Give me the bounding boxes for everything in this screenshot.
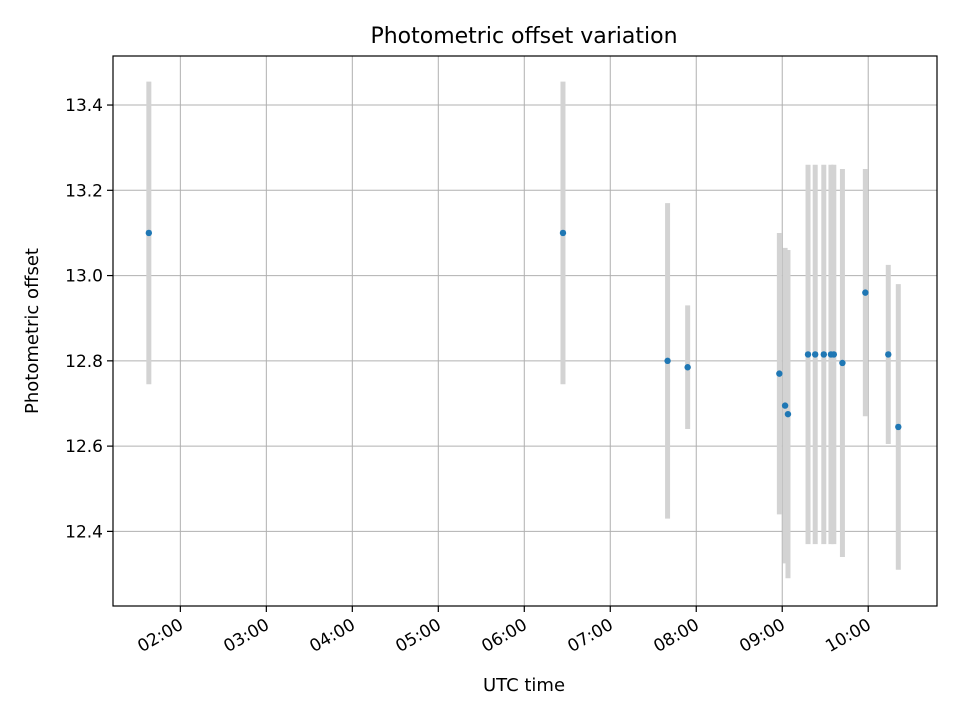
data-point bbox=[664, 357, 671, 365]
data-point bbox=[784, 410, 792, 418]
y-tick-label: 13.2 bbox=[65, 181, 103, 201]
grid bbox=[113, 56, 937, 606]
plot-frame bbox=[112, 55, 938, 607]
x-tick-label: 04:00 bbox=[306, 615, 358, 657]
data-point bbox=[776, 370, 783, 377]
chart-title: Photometric offset variation bbox=[370, 24, 677, 49]
x-tick-label: 06:00 bbox=[478, 615, 530, 657]
x-tick-label: 08:00 bbox=[650, 615, 702, 657]
x-tick-label: 05:00 bbox=[392, 615, 444, 657]
data-point bbox=[830, 351, 838, 358]
y-tick-label: 12.8 bbox=[65, 352, 103, 372]
data-point bbox=[684, 364, 691, 371]
x-tick-label: 07:00 bbox=[564, 615, 616, 657]
y-axis-label: Photometric offset bbox=[22, 248, 43, 414]
y-tick-label: 13.4 bbox=[65, 96, 103, 116]
data-point bbox=[804, 351, 812, 358]
y-tick-label: 12.4 bbox=[65, 522, 103, 542]
data-point bbox=[559, 229, 567, 237]
data-point bbox=[862, 289, 869, 296]
data-point bbox=[811, 351, 819, 358]
x-ticks: 02:00 03:00 04:00 05:00 06:00 07:00 08:00 09:00… bbox=[134, 606, 875, 657]
markers bbox=[145, 229, 902, 431]
y-ticks: 12.4 12.6 12.8 13.0 13.2 13.4 bbox=[65, 96, 113, 542]
y-tick-label: 12.6 bbox=[65, 437, 103, 457]
data-point bbox=[820, 351, 827, 358]
errorbars bbox=[146, 81, 901, 579]
x-tick-label: 09:00 bbox=[736, 615, 788, 657]
x-tick-label: 02:00 bbox=[134, 615, 186, 657]
y-tick-label: 13.0 bbox=[65, 267, 103, 287]
data-point bbox=[781, 402, 789, 409]
x-tick-label: 03:00 bbox=[220, 615, 272, 657]
data-point bbox=[895, 423, 902, 431]
x-tick-label: 10:00 bbox=[822, 615, 874, 657]
data-point bbox=[145, 229, 153, 237]
data-point bbox=[885, 351, 892, 358]
data-point bbox=[839, 359, 846, 367]
x-axis-label: UTC time bbox=[483, 675, 565, 696]
